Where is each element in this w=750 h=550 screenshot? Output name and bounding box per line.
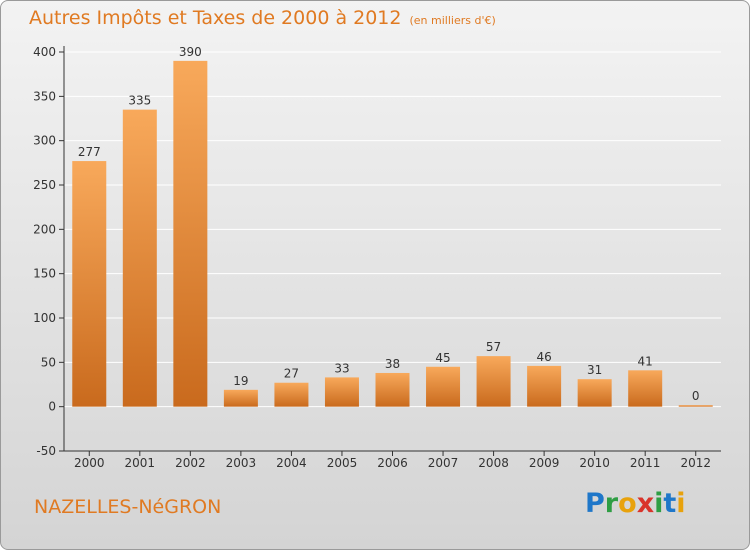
bar	[72, 161, 107, 407]
data-label: 33	[334, 361, 349, 375]
bar	[678, 405, 713, 407]
bar	[628, 370, 663, 407]
proxiti-logo: Proxiti	[585, 488, 686, 519]
bar	[324, 377, 359, 407]
data-label: 390	[179, 45, 202, 59]
bar	[375, 372, 410, 407]
chart-title: Autres Impôts et Taxes de 2000 à 2012	[29, 7, 402, 29]
y-tick-label: 100	[33, 311, 56, 325]
bar	[426, 366, 461, 407]
y-tick-label: 250	[33, 178, 56, 192]
x-tick-label: 2007	[428, 456, 459, 470]
x-tick-label: 2010	[579, 456, 610, 470]
bar	[476, 356, 511, 407]
x-tick-label: 2006	[377, 456, 408, 470]
logo-letter: x	[636, 488, 655, 519]
chart-subtitle: (en milliers d'€)	[409, 14, 496, 27]
data-label: 45	[435, 351, 450, 365]
x-tick-label: 2001	[125, 456, 156, 470]
y-tick-label: 50	[41, 355, 56, 369]
data-label: 38	[385, 357, 400, 371]
data-label: 57	[486, 340, 501, 354]
logo-letter: P	[585, 488, 605, 519]
x-tick-label: 2003	[226, 456, 257, 470]
y-tick-label: 200	[33, 222, 56, 236]
commune-name: NAZELLES-NéGRON	[34, 496, 222, 518]
data-label: 41	[638, 354, 653, 368]
logo-letter: i	[676, 488, 686, 519]
x-tick-label: 2004	[276, 456, 307, 470]
bar	[173, 60, 208, 407]
y-tick-label: 0	[48, 400, 56, 414]
data-label: 277	[78, 145, 101, 159]
bar	[122, 109, 157, 407]
logo-letter: t	[663, 488, 677, 519]
data-label: 46	[536, 350, 551, 364]
data-label: 335	[128, 94, 151, 108]
y-tick-label: -50	[36, 444, 56, 458]
y-tick-label: 150	[33, 267, 56, 281]
y-tick-label: 350	[33, 89, 56, 103]
bar	[577, 379, 612, 407]
data-label: 19	[233, 374, 248, 388]
bar	[223, 389, 258, 407]
x-tick-label: 2005	[327, 456, 358, 470]
x-tick-label: 2011	[630, 456, 661, 470]
bar	[527, 365, 562, 407]
y-tick-label: 400	[33, 45, 56, 59]
x-tick-label: 2008	[478, 456, 509, 470]
chart-title-block: Autres Impôts et Taxes de 2000 à 2012 (en…	[29, 7, 496, 29]
bar	[274, 382, 309, 407]
y-tick-label: 300	[33, 134, 56, 148]
logo-letter: o	[618, 488, 637, 519]
x-tick-label: 2002	[175, 456, 206, 470]
x-tick-label: 2012	[680, 456, 711, 470]
logo-letter: i	[654, 488, 664, 519]
data-label: 27	[284, 367, 299, 381]
x-tick-label: 2009	[529, 456, 560, 470]
data-label: 31	[587, 363, 602, 377]
data-label: 0	[692, 389, 700, 403]
x-tick-label: 2000	[74, 456, 105, 470]
logo-letter: r	[604, 488, 619, 519]
